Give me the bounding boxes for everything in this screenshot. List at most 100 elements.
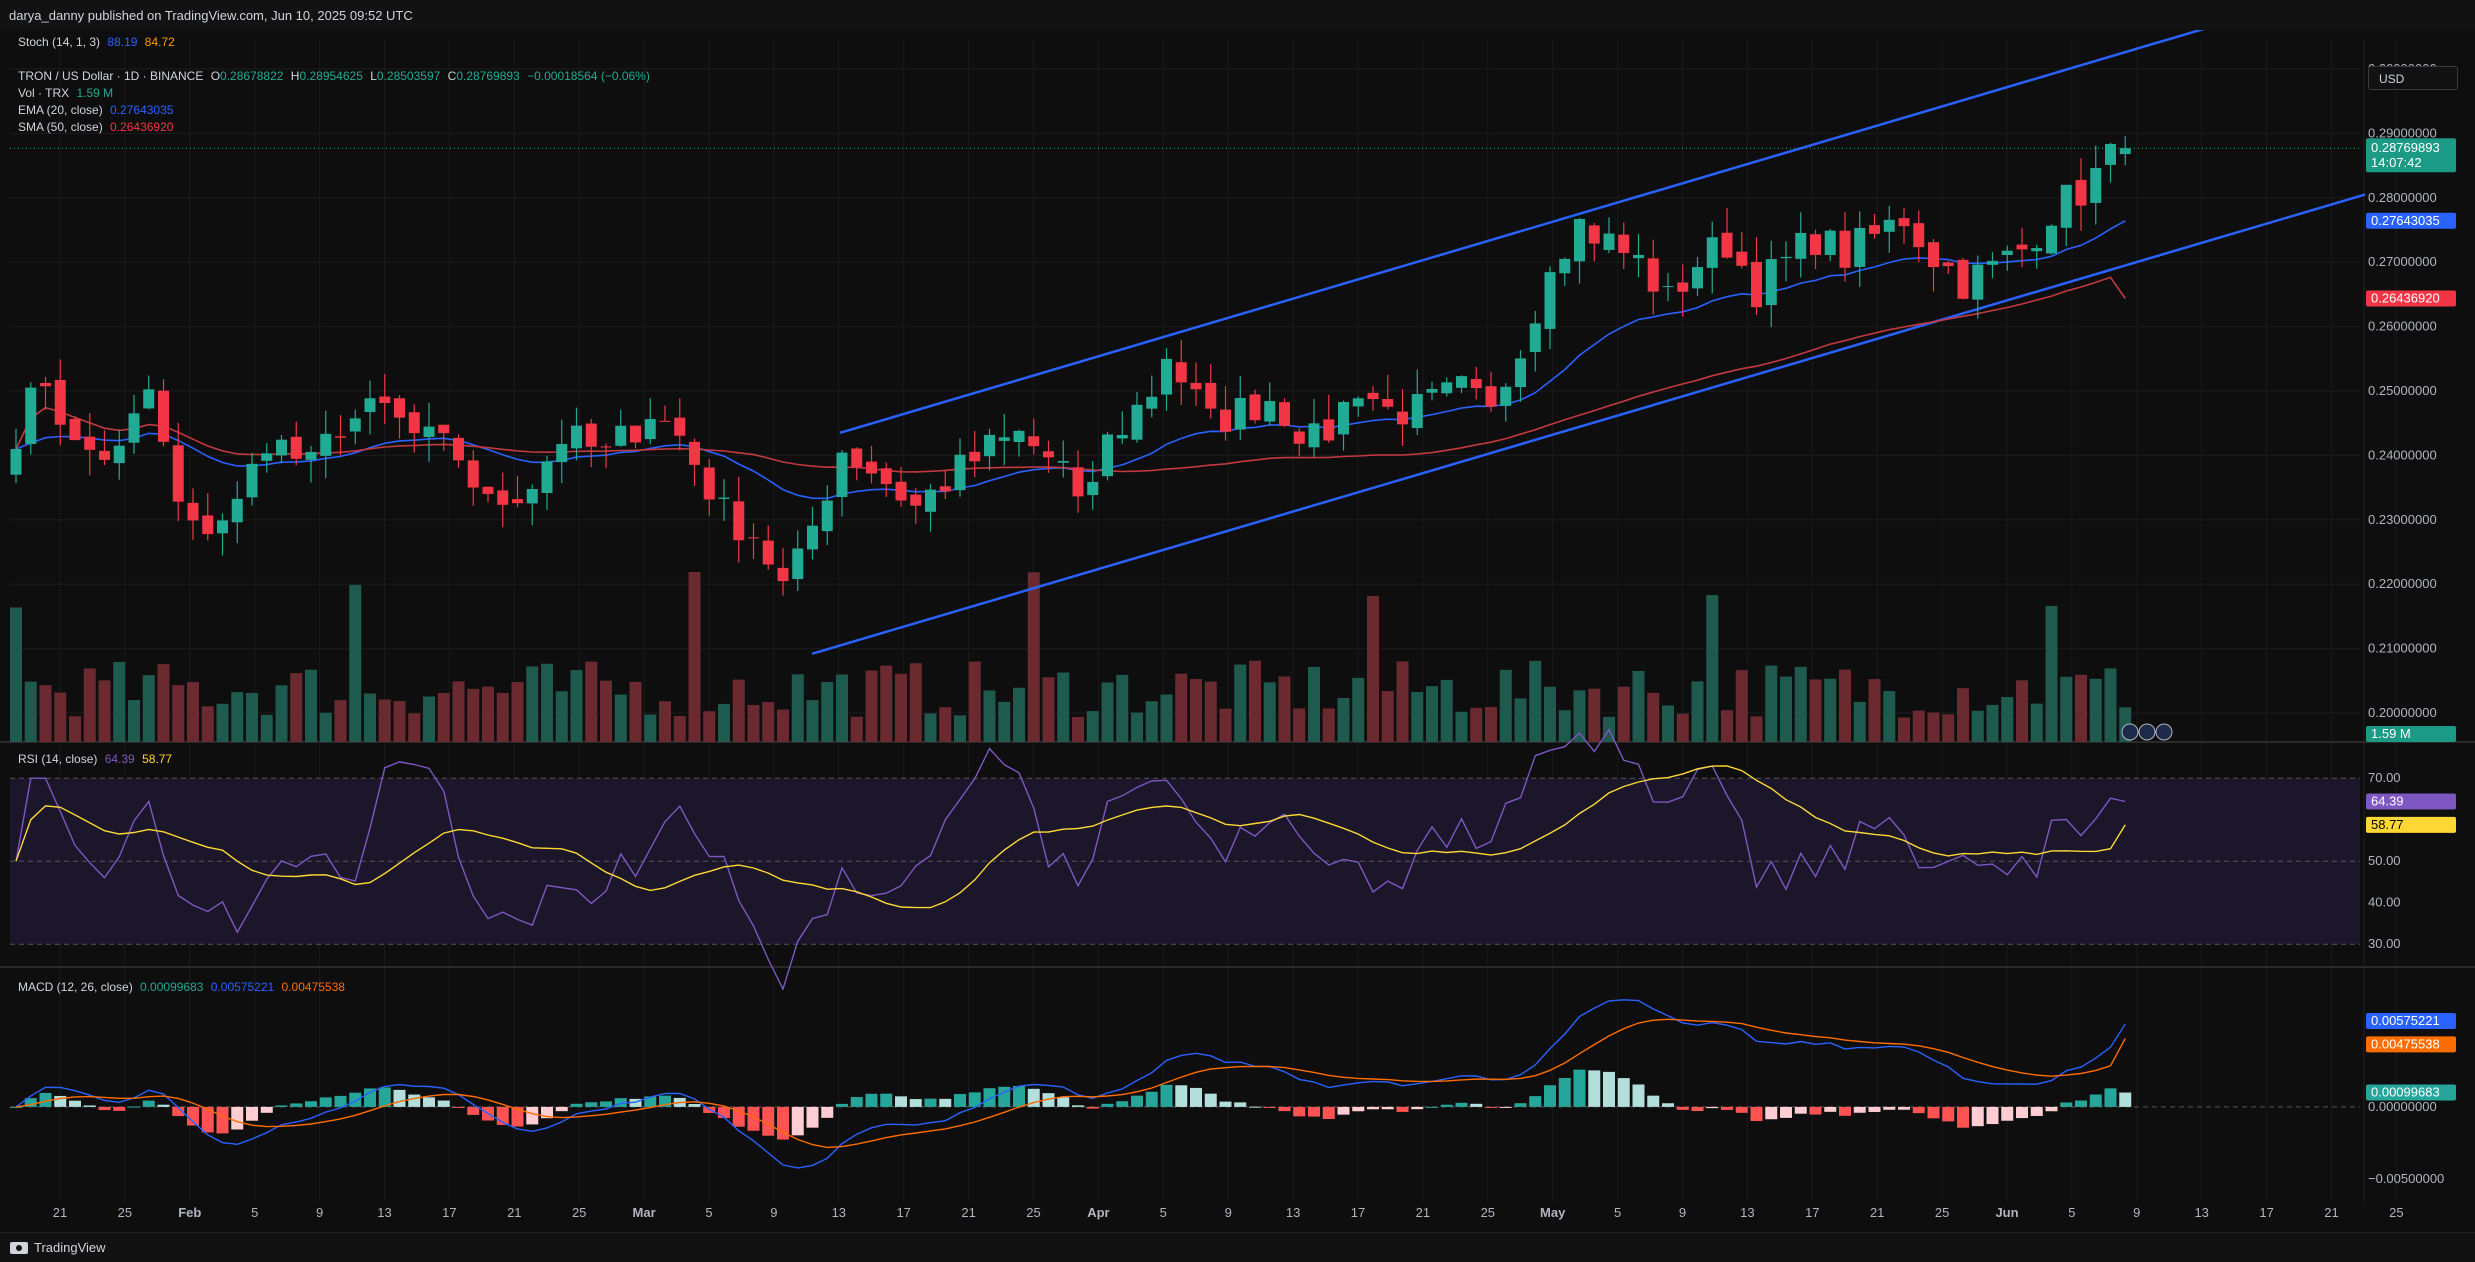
macd-histogram-bar [659,1095,671,1107]
volume-bar [482,686,494,742]
macd-histogram-bar [364,1088,376,1107]
price-chart[interactable]: 0.300000000.290000000.280000000.27000000… [0,30,2475,1232]
rsi-tick-label: 70.00 [2368,770,2401,785]
macd-histogram-bar [437,1100,450,1107]
candle-body [1780,256,1792,259]
macd-histogram-bar [1411,1106,1424,1110]
candle-body [2060,184,2072,228]
macd-histogram-bar [1131,1095,1143,1107]
volume-bar [1544,686,1556,742]
macd-histogram-bar [1676,1106,1689,1110]
macd-histogram-bar [378,1087,391,1107]
volume-bar [1706,595,1719,742]
candle-body [246,463,258,498]
macd-histogram-bar [1352,1106,1365,1112]
candle-body [1706,237,1718,268]
ohlc-close: 0.28769893 [456,69,520,83]
candle-body [2016,244,2028,250]
candle-body [438,424,450,434]
macd-histogram-bar [1204,1093,1217,1107]
price-badge-bg [2366,138,2456,173]
volume-bar [1411,692,1424,742]
time-tick-label: 5 [251,1205,258,1220]
channel-upper-line [839,30,2205,435]
volume-bar [600,680,612,742]
candle-body [394,398,405,418]
candle-body [290,436,302,459]
candle-body [1382,398,1394,407]
volume-bar [1986,704,1999,742]
candle-body [998,437,1010,441]
channel-lower-line [811,193,2366,655]
macd-histogram-bar [39,1092,52,1107]
volume-bar [1440,679,1453,742]
macd-histogram-bar [1263,1106,1276,1108]
candle-body [1013,430,1025,442]
macd-histogram-bar [1499,1106,1512,1108]
macd-badge-bg [2366,1013,2456,1030]
rsi-line [15,728,2126,991]
volume-bar [1145,701,1158,742]
volume-bar [349,584,362,742]
candle-body [1500,386,1512,406]
candle-body [1942,262,1954,267]
macd-histogram-bar [924,1098,937,1107]
volume-bar [644,714,657,742]
candle-body [762,540,774,565]
volume-bar [673,715,686,742]
time-tick-label: 9 [2133,1205,2140,1220]
candle-body [1987,260,1998,265]
time-tick-label: 5 [1614,1205,1621,1220]
candle-body [379,396,391,404]
candle-body [1883,219,1895,232]
tradingview-logo[interactable]: TradingView [10,1240,106,1255]
macd-histogram-bar [555,1106,568,1112]
volume-bar [570,670,583,742]
volume-bar [1514,698,1527,742]
candle-body [1662,286,1674,288]
candle-body [910,494,922,506]
macd-histogram-bar [1145,1091,1158,1107]
candle-body [1588,225,1600,244]
tradingview-logo-icon [10,1241,28,1254]
macd-histogram-bar [187,1106,199,1126]
candle-body [1293,431,1305,444]
candle-body [821,500,833,532]
macd-pane [10,999,2360,1169]
macd-histogram-bar [1853,1106,1866,1113]
candle-body [1308,423,1320,448]
volume-bar [1426,686,1438,742]
volume-bar [1824,678,1837,742]
candle-body [512,499,523,504]
candle-body [1485,386,1497,407]
currency-button[interactable]: USD [2368,66,2458,90]
macd-histogram-bar [1721,1106,1733,1110]
macd-tick-label: 0.00000000 [2368,1099,2437,1114]
macd-histogram-bar [10,1106,22,1108]
volume-bar [2089,678,2102,742]
time-tick-label: 9 [1679,1205,1686,1220]
macd-histogram-bar [1175,1085,1188,1107]
macd-histogram-bar [1735,1106,1748,1113]
volume-bar [1470,707,1483,742]
volume-bar [555,691,568,742]
candle-body [954,454,966,491]
macd-histogram-bar [511,1106,524,1127]
volume-bar [1647,692,1660,742]
candle-body [1603,233,1615,250]
rsi-ma-line [15,765,2126,909]
time-tick-label: Mar [633,1205,656,1220]
volume-bar [1367,595,1379,742]
sma-badge: 0.26436920 [2371,290,2440,305]
macd-legend: MACD (12, 26, close) 0.00099683 0.005752… [18,979,349,995]
volume-bar [393,701,406,742]
volume-bar [83,668,96,742]
time-axis: 21 25 Feb 5 9 13 17 21 25 Mar 5 9 13 17 21 25 Apr 5 9 13 17 2… [53,1205,2404,1220]
macd-histogram-bar [614,1098,627,1107]
volume-bar [659,701,671,742]
volume-bar [1839,669,1851,742]
candle-body [792,548,804,580]
volume-bar [998,701,1011,742]
sma-value: 0.26436920 [110,120,174,134]
macd-histogram-bar [260,1106,273,1113]
